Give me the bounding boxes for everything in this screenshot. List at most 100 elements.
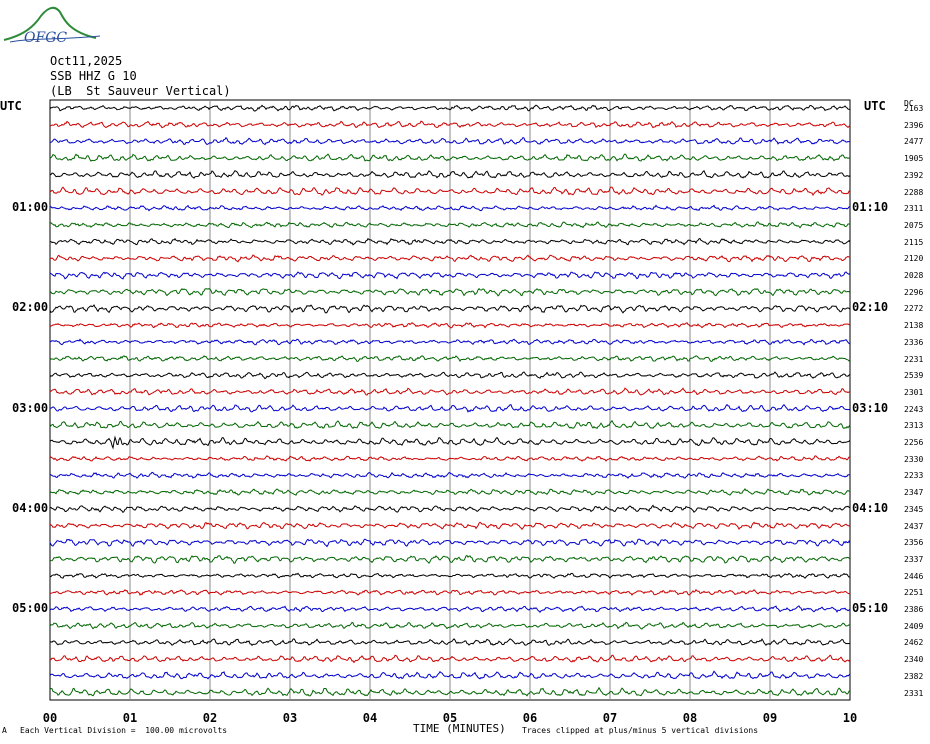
- dc-offset-label: 2392: [904, 170, 924, 180]
- trace-28: [49, 572, 851, 579]
- trace-34: [49, 670, 851, 680]
- trace-4: [49, 169, 851, 179]
- trace-5: [49, 186, 851, 197]
- trace-12: [49, 304, 851, 314]
- dc-label: DC: [904, 99, 914, 108]
- trace-2: [49, 136, 851, 146]
- header-station: SSB HHZ G 10: [50, 69, 137, 83]
- dc-offset-label: 2409: [904, 621, 924, 631]
- trace-0: [49, 104, 851, 112]
- trace-32: [49, 638, 851, 647]
- trace-18: [49, 403, 851, 413]
- dc-offset-label: 2301: [904, 387, 924, 397]
- dc-offset-label: 2251: [904, 588, 924, 598]
- dc-offset-label: 2272: [904, 304, 924, 314]
- left-time-label: 03:00: [12, 400, 49, 415]
- dc-offset-label: 2120: [904, 254, 924, 264]
- right-time-label: 01:10: [852, 200, 889, 215]
- ofgc-logo: OFGC: [3, 6, 101, 46]
- header-date: Oct11,2025: [50, 54, 123, 68]
- dc-offset-label: 2337: [904, 554, 924, 564]
- trace-15: [49, 355, 851, 363]
- dc-offset-label: 2233: [904, 471, 924, 481]
- clip-note: Traces clipped at plus/minus 5 vertical …: [522, 726, 759, 735]
- dc-offset-label: 2539: [904, 371, 924, 381]
- dc-offset-label: 2462: [904, 638, 924, 648]
- utc-left-label: UTC: [0, 99, 22, 113]
- dc-offset-label: 2288: [904, 187, 924, 197]
- trace-16: [49, 371, 851, 380]
- x-tick-label: 03: [282, 711, 298, 725]
- dc-offset-label: 2386: [904, 605, 924, 614]
- dc-offset-label: 2243: [904, 404, 924, 414]
- dc-offset-label: 2396: [904, 120, 924, 130]
- dc-offset-label: 2340: [904, 655, 924, 665]
- dc-offset-label: 2311: [904, 204, 924, 214]
- left-time-label: 02:00: [12, 300, 49, 315]
- x-tick-label: 00: [42, 711, 58, 725]
- dc-offset-label: 2331: [904, 688, 924, 698]
- trace-25: [49, 521, 851, 531]
- trace-7: [49, 221, 851, 229]
- trace-23: [49, 487, 851, 496]
- corner-mark: A: [2, 726, 7, 735]
- logo-text: OFGC: [24, 30, 67, 46]
- trace-8: [49, 237, 851, 246]
- dc-offset-label: 2446: [904, 571, 924, 581]
- trace-30: [49, 605, 851, 613]
- dc-offset-label: 1905: [904, 154, 924, 164]
- left-time-label: 04:00: [12, 500, 49, 515]
- dc-offset-label: 2296: [904, 287, 924, 297]
- trace-9: [49, 254, 851, 263]
- trace-20: [49, 435, 851, 450]
- dc-offset-label: 2138: [904, 321, 924, 331]
- trace-27: [49, 554, 851, 564]
- right-time-label: 02:10: [852, 300, 889, 315]
- logo-swoosh: [3, 6, 97, 41]
- x-tick-label: 04: [362, 711, 378, 725]
- header-location: (LB St Sauveur Vertical): [50, 84, 231, 98]
- trace-13: [49, 322, 851, 329]
- dc-offset-label: 2347: [904, 488, 924, 498]
- trace-10: [49, 271, 851, 280]
- dc-offset-label: 2231: [904, 354, 924, 364]
- x-tick-label: 05: [442, 711, 458, 725]
- x-axis-title: TIME (MINUTES): [413, 722, 506, 735]
- trace-6: [49, 204, 851, 212]
- trace-26: [49, 538, 851, 548]
- dc-offset-label: 2115: [904, 237, 924, 247]
- trace-11: [49, 287, 851, 297]
- x-tick-label: 10: [842, 711, 858, 725]
- x-tick-label: 01: [122, 711, 138, 725]
- dc-offset-label: 2028: [904, 271, 924, 280]
- right-time-label: 05:10: [852, 601, 889, 615]
- x-tick-label: 06: [522, 711, 538, 725]
- trace-24: [49, 504, 851, 514]
- right-time-label: 03:10: [852, 400, 889, 415]
- trace-3: [49, 153, 851, 162]
- left-time-label: 05:00: [12, 601, 49, 615]
- dc-offset-label: 2075: [904, 220, 924, 230]
- trace-31: [49, 621, 851, 630]
- right-time-label: 04:10: [852, 500, 889, 515]
- dc-offset-label: 2477: [904, 137, 924, 147]
- trace-21: [49, 455, 851, 462]
- trace-14: [49, 338, 851, 346]
- trace-29: [49, 588, 851, 596]
- logo-swoosh-2: [9, 35, 101, 43]
- trace-1: [49, 120, 851, 129]
- trace-22: [49, 471, 851, 479]
- x-tick-label: 02: [202, 711, 218, 725]
- trace-35: [49, 686, 851, 697]
- dc-offset-label: 2345: [904, 504, 924, 514]
- trace-19: [49, 419, 851, 430]
- dc-offset-label: 2256: [904, 438, 924, 447]
- scale-note: Each Vertical Division = 100.00 microvol…: [20, 726, 228, 735]
- left-time-label: 01:00: [12, 200, 49, 215]
- x-tick-label: 09: [762, 711, 778, 725]
- x-tick-label: 08: [682, 711, 698, 725]
- dc-offset-label: 2356: [904, 538, 924, 548]
- dc-offset-label: 2336: [904, 337, 924, 347]
- x-tick-label: 07: [602, 711, 618, 725]
